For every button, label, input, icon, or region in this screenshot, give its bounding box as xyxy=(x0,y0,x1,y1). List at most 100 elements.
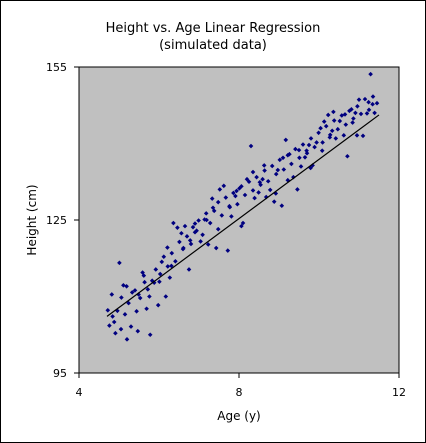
data-point xyxy=(173,259,178,264)
data-point xyxy=(187,238,193,243)
data-point xyxy=(221,183,227,189)
data-point xyxy=(239,223,244,229)
data-point xyxy=(246,179,252,185)
data-point xyxy=(316,130,321,136)
data-point xyxy=(147,294,152,299)
data-point xyxy=(132,288,138,293)
data-point xyxy=(129,290,135,295)
data-point xyxy=(105,307,111,313)
data-point xyxy=(211,208,217,214)
data-point xyxy=(308,136,314,141)
data-point xyxy=(135,328,141,334)
data-point xyxy=(289,161,294,167)
data-point xyxy=(219,213,225,218)
data-point xyxy=(136,292,141,297)
data-point xyxy=(281,167,287,172)
data-point xyxy=(280,155,286,161)
axis-ticks: 4 8 12 95 125 155 xyxy=(46,61,406,399)
data-point xyxy=(306,142,312,148)
data-point xyxy=(356,97,362,102)
data-point xyxy=(275,167,281,173)
data-point xyxy=(119,295,124,300)
x-tick-label: 12 xyxy=(392,386,406,399)
data-point xyxy=(225,248,231,253)
data-point xyxy=(124,284,129,289)
data-point xyxy=(374,100,380,106)
data-point xyxy=(331,109,336,115)
data-point xyxy=(203,211,209,216)
data-point xyxy=(273,171,279,177)
data-point xyxy=(300,142,306,147)
data-point xyxy=(279,203,285,209)
data-point xyxy=(304,148,309,153)
data-point xyxy=(184,234,190,239)
data-point xyxy=(157,279,162,285)
data-point xyxy=(205,242,211,247)
data-point xyxy=(117,260,122,266)
data-point xyxy=(209,196,215,201)
chart-subtitle: (simulated data) xyxy=(159,38,267,53)
data-point xyxy=(177,239,182,245)
data-point xyxy=(261,163,267,168)
data-point xyxy=(134,308,139,314)
data-point xyxy=(165,245,170,250)
data-point xyxy=(295,187,300,192)
data-point xyxy=(110,314,115,319)
data-point xyxy=(151,280,157,286)
data-point xyxy=(323,123,329,129)
data-point xyxy=(240,220,246,226)
data-point xyxy=(141,273,147,278)
data-point xyxy=(298,164,304,169)
data-point xyxy=(235,201,240,207)
data-point xyxy=(256,190,261,195)
data-point xyxy=(355,103,360,109)
data-point xyxy=(175,225,180,230)
data-point xyxy=(109,292,115,297)
data-point xyxy=(345,153,350,159)
data-point xyxy=(229,214,234,219)
data-point xyxy=(258,182,263,188)
data-point xyxy=(192,229,198,235)
data-point xyxy=(161,254,167,260)
data-point xyxy=(194,228,199,234)
data-point xyxy=(260,176,265,182)
data-point xyxy=(350,120,355,125)
data-point xyxy=(341,133,347,138)
data-point xyxy=(257,179,263,185)
data-point xyxy=(358,111,364,117)
data-point xyxy=(337,118,343,124)
data-point xyxy=(319,148,325,153)
y-tick-label: 125 xyxy=(46,214,67,227)
data-point xyxy=(124,337,130,342)
data-point xyxy=(147,332,153,338)
data-point xyxy=(263,194,269,200)
data-point xyxy=(179,230,184,236)
data-point xyxy=(366,107,372,113)
data-point xyxy=(182,223,188,229)
data-point xyxy=(265,178,271,184)
data-point xyxy=(169,263,174,269)
data-point xyxy=(362,96,368,102)
chart-title: Height vs. Age Linear Regression xyxy=(106,21,321,36)
data-point xyxy=(302,154,308,160)
data-point xyxy=(339,113,345,118)
data-point xyxy=(372,110,377,116)
data-point xyxy=(111,319,117,325)
data-point xyxy=(215,226,221,232)
data-point xyxy=(285,177,291,183)
data-point xyxy=(347,108,352,114)
data-point xyxy=(126,300,131,306)
data-point xyxy=(231,190,236,196)
data-point xyxy=(250,169,256,175)
data-point xyxy=(354,133,360,138)
data-point xyxy=(122,312,128,317)
data-point xyxy=(296,147,302,153)
data-point xyxy=(283,137,289,143)
data-point xyxy=(320,140,325,145)
data-point xyxy=(366,99,371,105)
data-point xyxy=(277,157,283,163)
data-point xyxy=(113,330,118,336)
data-point xyxy=(293,146,298,152)
data-point xyxy=(153,267,159,272)
